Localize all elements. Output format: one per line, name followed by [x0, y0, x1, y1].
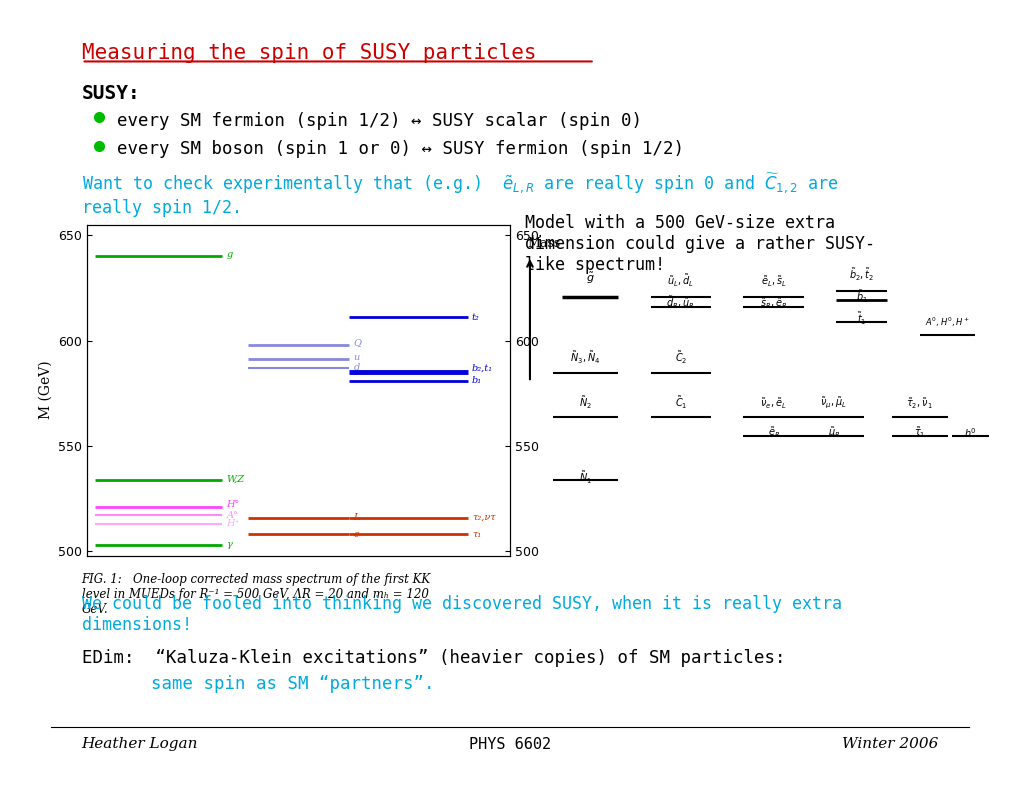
- Text: FIG. 1:   One-loop corrected mass spectrum of the first KK
level in MUEDs for R⁻: FIG. 1: One-loop corrected mass spectrum…: [82, 573, 430, 616]
- Text: Model with a 500 GeV-size extra
dimension could give a rather SUSY-
like spectru: Model with a 500 GeV-size extra dimensio…: [525, 214, 874, 274]
- Text: t₂: t₂: [472, 313, 479, 322]
- Text: $A^0, H^0, H^+$: $A^0, H^0, H^+$: [924, 315, 969, 329]
- Text: Heather Logan: Heather Logan: [82, 737, 198, 751]
- Text: $\tilde{s}_R, \tilde{e}_R$: $\tilde{s}_R, \tilde{e}_R$: [759, 296, 787, 311]
- Text: $\tilde{\nu}_e, \tilde{e}_L$: $\tilde{\nu}_e, \tilde{e}_L$: [759, 396, 786, 411]
- Text: H⁺: H⁺: [226, 519, 239, 529]
- Text: $\tilde{C}_2$: $\tilde{C}_2$: [674, 350, 687, 366]
- Text: L: L: [353, 513, 360, 522]
- Text: u: u: [353, 353, 360, 362]
- Text: b₁: b₁: [472, 376, 482, 385]
- Text: d: d: [353, 363, 360, 373]
- Text: $\tilde{g}$: $\tilde{g}$: [585, 271, 594, 286]
- Text: W,Z: W,Z: [226, 475, 245, 484]
- Text: Mass: Mass: [527, 237, 560, 250]
- Text: PHYS 6602: PHYS 6602: [469, 737, 550, 752]
- Text: same spin as SM “partners”.: same spin as SM “partners”.: [151, 675, 434, 693]
- Text: A°: A°: [226, 511, 238, 520]
- Text: We could be fooled into thinking we discovered SUSY, when it is really extra
dim: We could be fooled into thinking we disc…: [82, 595, 841, 634]
- Text: Q: Q: [353, 338, 361, 348]
- Text: EDim:  “Kaluza-Klein excitations” (heavier copies) of SM particles:: EDim: “Kaluza-Klein excitations” (heavie…: [82, 649, 785, 667]
- Text: $\tilde{d}_R, \tilde{u}_R$: $\tilde{d}_R, \tilde{u}_R$: [665, 295, 694, 311]
- Text: $\tilde{e}_R$: $\tilde{e}_R$: [766, 426, 779, 440]
- Text: τ₁: τ₁: [472, 530, 481, 539]
- Text: g: g: [226, 250, 232, 258]
- Text: $h^0$: $h^0$: [964, 426, 976, 440]
- Text: SUSY:: SUSY:: [82, 84, 141, 103]
- Text: Winter 2006: Winter 2006: [842, 737, 937, 751]
- Y-axis label: M (GeV): M (GeV): [39, 361, 52, 419]
- Text: $\tilde{N}_3, \tilde{N}_4$: $\tilde{N}_3, \tilde{N}_4$: [570, 350, 600, 366]
- Text: γ: γ: [226, 541, 232, 549]
- Text: every SM fermion (spin 1/2) ↔ SUSY scalar (spin 0): every SM fermion (spin 1/2) ↔ SUSY scala…: [117, 112, 642, 130]
- Text: $\tilde{N}_2$: $\tilde{N}_2$: [579, 394, 591, 411]
- Text: $\tilde{b}_2, \tilde{t}_2$: $\tilde{b}_2, \tilde{t}_2$: [848, 266, 873, 283]
- Text: $\tilde{u}_L, \tilde{d}_L$: $\tilde{u}_L, \tilde{d}_L$: [666, 273, 694, 289]
- Text: $\tilde{\nu}_\mu, \tilde{\mu}_L$: $\tilde{\nu}_\mu, \tilde{\mu}_L$: [819, 396, 847, 411]
- Text: τ₂,ντ: τ₂,ντ: [472, 513, 495, 522]
- Text: $\tilde{b}_1$: $\tilde{b}_1$: [855, 288, 867, 305]
- Text: Want to check experimentally that (e.g.)  $\tilde{e}_{L,R}$ are really spin 0 an: Want to check experimentally that (e.g.)…: [82, 172, 837, 196]
- Text: $\tilde{\tau}_2, \tilde{\nu}_1$: $\tilde{\tau}_2, \tilde{\nu}_1$: [906, 396, 932, 411]
- Text: Measuring the spin of SUSY particles: Measuring the spin of SUSY particles: [82, 43, 536, 63]
- Text: $\tilde{N}_1$: $\tilde{N}_1$: [579, 470, 592, 486]
- Text: $\tilde{e}_L, \tilde{s}_L$: $\tilde{e}_L, \tilde{s}_L$: [760, 274, 786, 289]
- Text: $\tilde{\tau}_1$: $\tilde{\tau}_1$: [913, 426, 924, 440]
- Text: $\tilde{t}_1$: $\tilde{t}_1$: [856, 310, 866, 327]
- Text: b₂,t₁: b₂,t₁: [472, 363, 492, 373]
- Text: e: e: [353, 530, 359, 539]
- Text: really spin 1/2.: really spin 1/2.: [82, 199, 242, 217]
- Text: $\tilde{C}_1$: $\tilde{C}_1$: [674, 394, 687, 411]
- Text: H°: H°: [226, 500, 239, 510]
- Text: $\tilde{\mu}_R$: $\tilde{\mu}_R$: [826, 426, 840, 440]
- Text: every SM boson (spin 1 or 0) ↔ SUSY fermion (spin 1/2): every SM boson (spin 1 or 0) ↔ SUSY ferm…: [117, 140, 684, 158]
